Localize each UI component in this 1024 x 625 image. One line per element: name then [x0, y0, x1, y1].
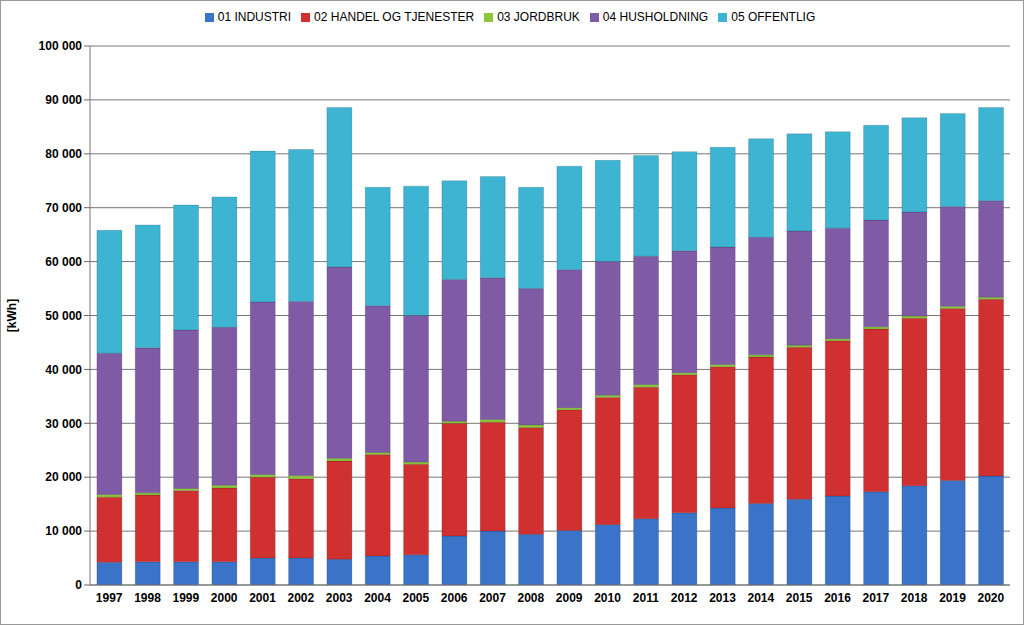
svg-text:80 000: 80 000 — [45, 147, 82, 161]
svg-text:2013: 2013 — [709, 591, 736, 605]
svg-text:2012: 2012 — [671, 591, 698, 605]
svg-text:2014: 2014 — [747, 591, 774, 605]
svg-text:50 000: 50 000 — [45, 309, 82, 323]
svg-text:2002: 2002 — [287, 591, 314, 605]
html-text:05 OFFENTLIG: 05 OFFENTLIG — [731, 10, 816, 24]
svg-text:100 000: 100 000 — [39, 39, 83, 53]
svg-text:70 000: 70 000 — [45, 201, 82, 215]
svg-text:2016: 2016 — [824, 591, 851, 605]
svg-text:2005: 2005 — [402, 591, 429, 605]
svg-text:2018: 2018 — [901, 591, 928, 605]
svg-text:2000: 2000 — [211, 591, 238, 605]
svg-text:2020: 2020 — [977, 591, 1004, 605]
svg-text:1997: 1997 — [96, 591, 123, 605]
svg-text:40 000: 40 000 — [45, 363, 82, 377]
svg-text:2001: 2001 — [249, 591, 276, 605]
svg-text:20 000: 20 000 — [45, 470, 82, 484]
svg-text:2017: 2017 — [862, 591, 889, 605]
svg-text:2006: 2006 — [441, 591, 468, 605]
svg-text:1999: 1999 — [172, 591, 199, 605]
svg-text:2011: 2011 — [633, 591, 659, 605]
svg-text:2019: 2019 — [939, 591, 966, 605]
svg-text:10 000: 10 000 — [45, 524, 82, 538]
html-text:01 INDUSTRI: 01 INDUSTRI — [217, 10, 292, 24]
svg-text:2003: 2003 — [326, 591, 353, 605]
svg-text:2004: 2004 — [364, 591, 391, 605]
svg-text:1998: 1998 — [134, 591, 161, 605]
svg-text:60 000: 60 000 — [45, 255, 82, 269]
svg-text:2015: 2015 — [786, 591, 813, 605]
svg-text:2009: 2009 — [556, 591, 583, 605]
svg-text:[kWh]: [kWh] — [8, 299, 19, 332]
html-text:04 HUSHOLDNING: 04 HUSHOLDNING — [602, 10, 709, 24]
svg-text:2007: 2007 — [479, 591, 506, 605]
svg-text:0: 0 — [75, 578, 82, 592]
html-text:03 JORDBRUK: 03 JORDBRUK — [497, 10, 580, 24]
svg-text:2010: 2010 — [594, 591, 621, 605]
html-text:02 HANDEL OG TJENESTER: 02 HANDEL OG TJENESTER — [314, 10, 475, 24]
svg-text:2008: 2008 — [517, 591, 544, 605]
svg-text:30 000: 30 000 — [45, 417, 82, 431]
svg-text:90 000: 90 000 — [45, 93, 82, 107]
